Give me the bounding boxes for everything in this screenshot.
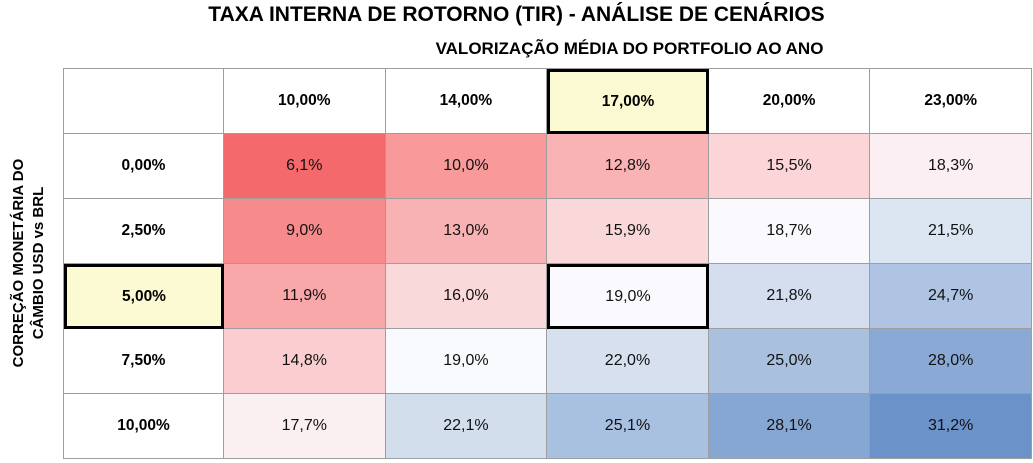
tir-cell: 11,9% (224, 264, 386, 329)
tir-cell: 24,7% (870, 264, 1032, 329)
x-axis-title: VALORIZAÇÃO MÉDIA DO PORTFOLIO AO ANO (435, 39, 824, 58)
tir-cell: 25,1% (547, 394, 709, 459)
tir-scenario-table: 10,00% 14,00% 17,00% 20,00% 23,00% 0,00% 6,1% 1… (63, 68, 1032, 459)
tir-cell: 21,5% (870, 199, 1032, 264)
tir-cell: 10,0% (385, 134, 548, 199)
row-header: 7,50% (64, 329, 224, 394)
tir-cell: 14,8% (224, 329, 386, 394)
tir-cell: 15,5% (708, 134, 871, 199)
tir-cell: 28,1% (708, 394, 871, 459)
tir-cell: 31,2% (870, 394, 1032, 459)
row-header: 5,00% (64, 264, 224, 329)
tir-cell: 6,1% (224, 134, 386, 199)
row-header: 10,00% (64, 394, 224, 459)
col-header: 23,00% (870, 69, 1032, 134)
y-axis-title: CORREÇÃO MONETÁRIA DO CÂMBIO USD vs BRL (0, 68, 58, 458)
tir-cell: 16,0% (385, 264, 548, 329)
col-header: 20,00% (708, 69, 871, 134)
tir-cell: 17,7% (224, 394, 386, 459)
tir-cell: 28,0% (870, 329, 1032, 394)
tir-cell: 18,3% (870, 134, 1032, 199)
col-header: 14,00% (385, 69, 548, 134)
y-axis-title-line1: CORREÇÃO MONETÁRIA DO (9, 158, 27, 368)
tir-cell: 15,9% (547, 199, 709, 264)
tir-cell: 21,8% (708, 264, 871, 329)
tir-cell: 9,0% (224, 199, 386, 264)
tir-cell: 18,7% (708, 199, 871, 264)
chart-title: TAXA INTERNA DE ROTORNO (TIR) - ANÁLISE … (208, 3, 825, 26)
tir-cell: 19,0% (385, 329, 548, 394)
row-header: 2,50% (64, 199, 224, 264)
tir-cell: 12,8% (547, 134, 709, 199)
tir-cell: 25,0% (708, 329, 871, 394)
tir-cell: 19,0% (547, 264, 709, 329)
tir-cell: 22,0% (547, 329, 709, 394)
tir-cell: 22,1% (385, 394, 548, 459)
corner-cell (64, 69, 224, 134)
y-axis-title-line2: CÂMBIO USD vs BRL (30, 186, 47, 340)
row-header: 0,00% (64, 134, 224, 199)
col-header: 17,00% (547, 69, 709, 134)
col-header: 10,00% (224, 69, 386, 134)
tir-cell: 13,0% (385, 199, 548, 264)
